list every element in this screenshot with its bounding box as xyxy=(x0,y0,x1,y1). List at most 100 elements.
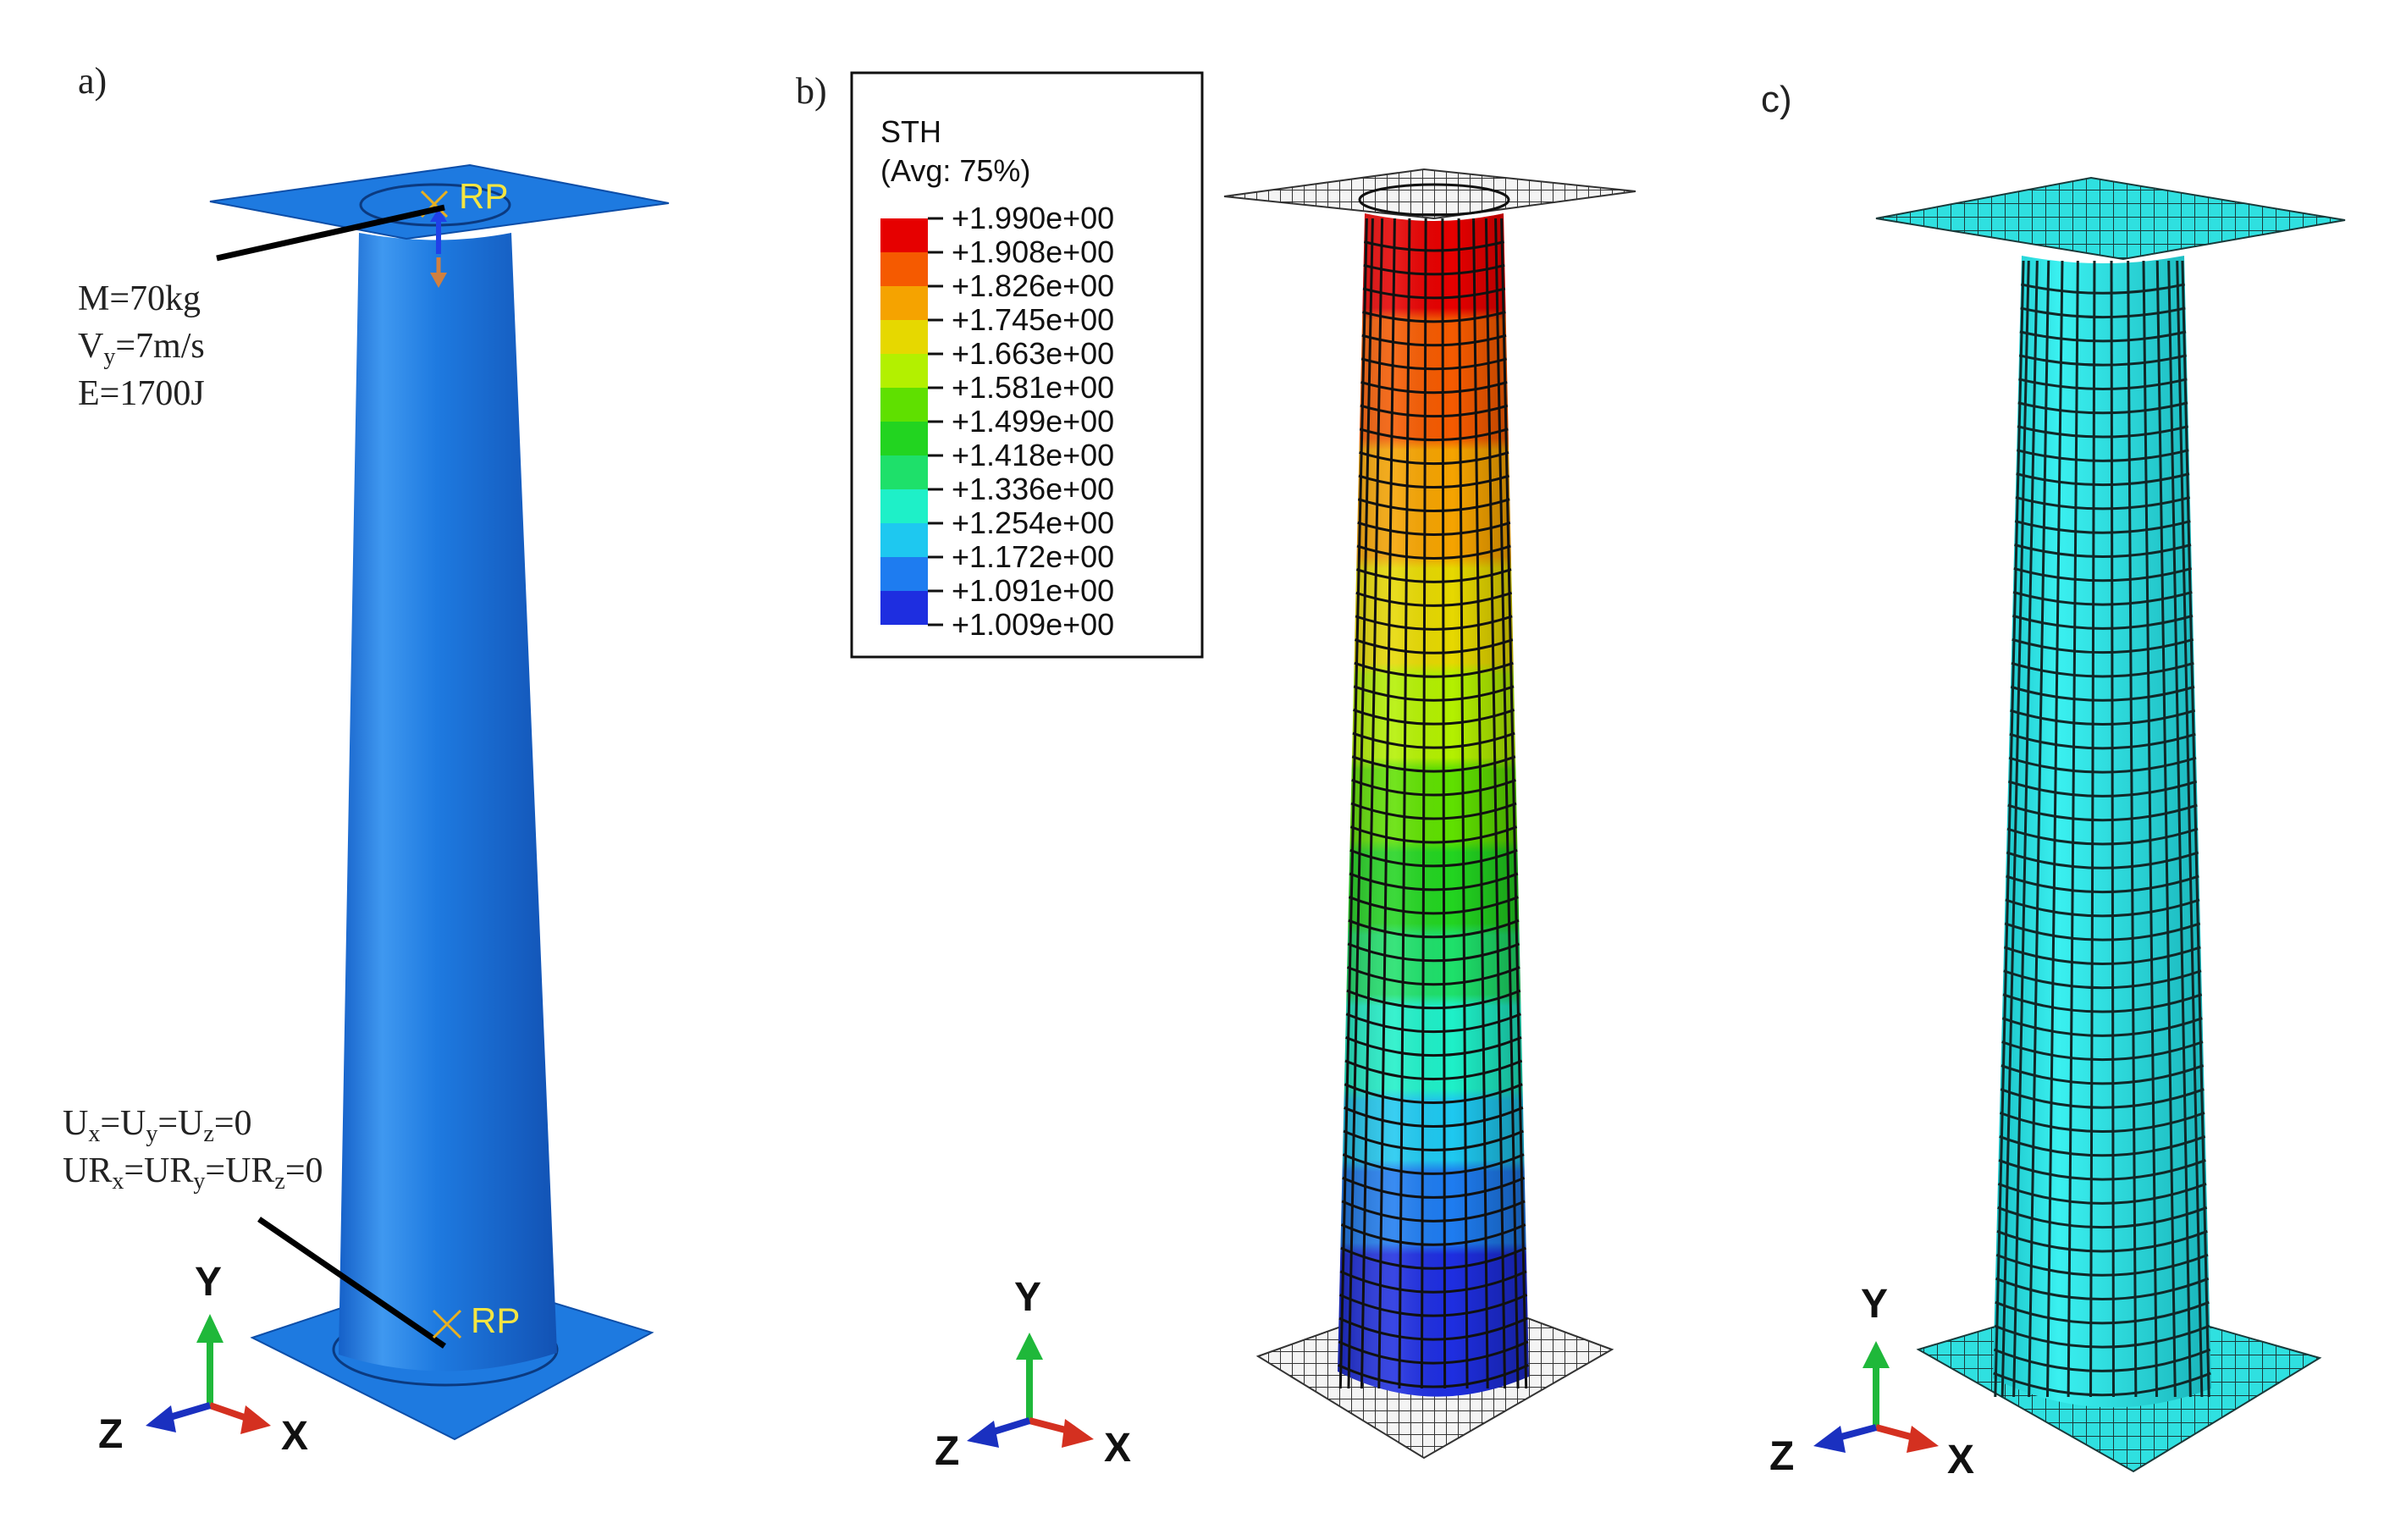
y-arrow-icon xyxy=(1016,1333,1043,1360)
mass-text: M=70kg xyxy=(78,279,201,318)
mesh-line xyxy=(2002,993,2203,1013)
mesh-line xyxy=(1457,218,1469,1389)
mesh-line xyxy=(1993,1348,2211,1372)
mesh-line xyxy=(1363,240,1504,252)
legend-swatch xyxy=(880,422,928,455)
mesh-line xyxy=(2016,472,2190,487)
axis-z-label: Z xyxy=(1769,1434,1794,1479)
panel-c-label: c) xyxy=(1761,79,1792,120)
mesh-line xyxy=(1494,218,1520,1389)
mesh-line xyxy=(2046,260,2064,1398)
mesh-line xyxy=(2007,803,2198,822)
legend-swatch xyxy=(880,388,928,422)
legend-value: +1.418e+00 xyxy=(952,438,1114,472)
y-arrow-icon xyxy=(196,1314,224,1343)
mesh-line xyxy=(2019,330,2187,343)
mesh-line xyxy=(2003,946,2201,965)
mesh-line xyxy=(1484,218,1507,1389)
legend-swatch xyxy=(880,557,928,591)
legend-value: +1.499e+00 xyxy=(952,404,1114,439)
panel-b: b) STH (Avg: 75%) +1.990e+00+1.908e+00+1… xyxy=(796,70,1636,1474)
legend-swatch xyxy=(880,489,928,523)
x-arrow-icon xyxy=(240,1405,271,1434)
mesh-line xyxy=(1998,1159,2206,1181)
mesh-line xyxy=(2017,425,2189,439)
legend-swatch xyxy=(880,320,928,354)
column-b-mesh xyxy=(1338,218,1530,1389)
legend-value: +1.009e+00 xyxy=(952,607,1114,642)
legend-value: +1.254e+00 xyxy=(952,505,1114,540)
mesh-line xyxy=(1999,1135,2206,1157)
mesh-line xyxy=(1995,1300,2210,1325)
mesh-line xyxy=(2013,567,2193,582)
mesh-line xyxy=(1377,218,1396,1389)
mesh-line xyxy=(2028,260,2050,1398)
mesh-line xyxy=(2006,875,2199,894)
mesh-line xyxy=(2012,590,2193,606)
legend-value: +1.908e+00 xyxy=(952,235,1114,269)
mesh-line xyxy=(1420,218,1427,1389)
axis-x-label: X xyxy=(281,1414,308,1459)
mesh-line xyxy=(1999,1112,2205,1133)
y-arrow-icon xyxy=(1862,1341,1890,1368)
legend-swatch xyxy=(880,455,928,489)
rp-bottom-label: RP xyxy=(471,1300,520,1340)
mesh-line xyxy=(1347,218,1374,1389)
legend-values: +1.990e+00+1.908e+00+1.826e+00+1.745e+00… xyxy=(928,201,1114,642)
mesh-line xyxy=(1996,1229,2208,1253)
mesh-line xyxy=(2005,898,2200,918)
mesh-line xyxy=(2011,661,2194,678)
mesh-line xyxy=(2020,283,2185,295)
top-mesh-plate-c xyxy=(1875,176,2346,261)
bc-rotation-text: URx=URy=URz=0 xyxy=(63,1151,323,1195)
legend-swatch xyxy=(880,523,928,557)
axis-y-label: Y xyxy=(1014,1275,1041,1320)
rp-top-label: RP xyxy=(459,176,508,216)
legend-swatches xyxy=(880,218,928,625)
mesh-line xyxy=(2018,354,2188,367)
mesh-line xyxy=(2006,851,2199,869)
axis-x-label: X xyxy=(1104,1426,1131,1471)
legend-title: STH xyxy=(880,114,941,149)
legend-value: +1.172e+00 xyxy=(952,539,1114,574)
axis-y-label: Y xyxy=(195,1260,222,1305)
mesh-line xyxy=(1360,218,1384,1389)
legend-value: +1.990e+00 xyxy=(952,201,1114,235)
top-mesh-plate xyxy=(1223,168,1636,220)
mesh-line xyxy=(2000,1064,2205,1085)
legend-value: +1.745e+00 xyxy=(952,302,1114,337)
legend-swatch xyxy=(880,286,928,320)
mesh-line xyxy=(2127,260,2138,1398)
panel-c: c) Y Z X xyxy=(1761,79,2346,1482)
column-a xyxy=(339,233,557,1372)
z-arrow-icon xyxy=(967,1421,999,1448)
mesh-line xyxy=(2001,1040,2204,1062)
mesh-line xyxy=(2067,260,2079,1398)
mesh-line xyxy=(2020,306,2186,319)
panel-b-label: b) xyxy=(796,70,827,112)
mesh-line xyxy=(2000,260,2030,1398)
legend-swatch xyxy=(880,591,928,625)
mesh-line xyxy=(1338,218,1368,1389)
legend-value: +1.091e+00 xyxy=(952,573,1114,608)
top-mesh-ring xyxy=(1358,183,1510,217)
legend-subtitle: (Avg: 75%) xyxy=(880,153,1030,188)
legend-value: +1.826e+00 xyxy=(952,268,1114,303)
z-arrow-icon xyxy=(1813,1426,1846,1453)
mesh-line xyxy=(1993,1372,2211,1397)
mesh-line xyxy=(2008,756,2197,774)
mesh-line xyxy=(2181,260,2210,1398)
mesh-line xyxy=(1441,218,1447,1389)
mesh-line xyxy=(2014,544,2192,558)
mesh-line xyxy=(2004,922,2201,941)
mesh-line xyxy=(2007,780,2198,798)
legend-value: +1.663e+00 xyxy=(952,336,1114,371)
energy-text: E=1700J xyxy=(78,374,205,413)
mesh-line xyxy=(1472,218,1489,1389)
axis-x-label: X xyxy=(1947,1438,1974,1482)
column-c-mesh xyxy=(1993,260,2211,1398)
mesh-line xyxy=(2001,1017,2203,1037)
load-arrows xyxy=(430,208,447,288)
mesh-line xyxy=(2006,827,2199,846)
mesh-line xyxy=(1994,1324,2210,1349)
